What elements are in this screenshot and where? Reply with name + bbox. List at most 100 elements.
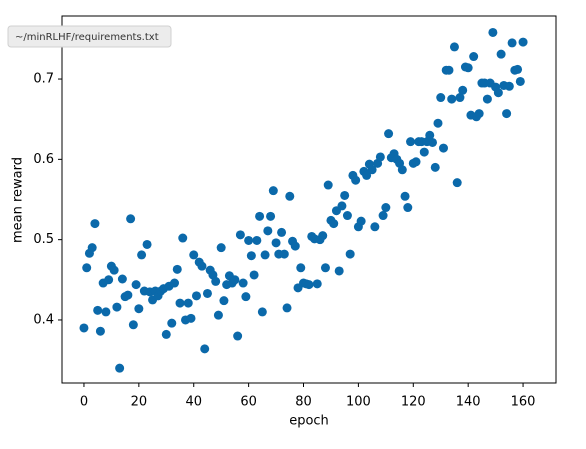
point	[400, 191, 410, 201]
point	[449, 42, 459, 52]
point	[425, 130, 435, 140]
point	[403, 203, 413, 213]
x-tick-label: 140	[456, 395, 481, 410]
point	[115, 363, 125, 373]
y-tick-label: 0.6	[33, 152, 54, 167]
tooltip-text: ~/minRLHF/requirements.txt	[15, 32, 159, 43]
point	[469, 52, 479, 62]
point	[117, 274, 127, 284]
point	[433, 118, 443, 128]
point	[79, 323, 89, 333]
point	[172, 264, 182, 274]
x-tick-label: 120	[401, 395, 426, 410]
point	[128, 320, 138, 330]
point	[257, 307, 267, 317]
point	[493, 88, 503, 98]
point	[362, 170, 372, 180]
point	[507, 38, 517, 48]
y-axis-label: mean reward	[11, 157, 26, 243]
point	[370, 222, 380, 232]
x-tick-label: 160	[511, 395, 536, 410]
plot-frame	[61, 15, 557, 384]
point	[482, 94, 492, 104]
point	[142, 239, 152, 249]
point	[279, 249, 289, 259]
point	[230, 275, 240, 285]
point	[219, 296, 229, 306]
point	[504, 81, 514, 91]
point	[345, 249, 355, 259]
point	[213, 310, 223, 320]
point	[419, 147, 429, 157]
point	[131, 280, 141, 290]
x-tick-label: 80	[295, 395, 312, 410]
point	[342, 211, 352, 221]
point	[513, 64, 523, 74]
point	[255, 211, 265, 221]
point	[378, 211, 388, 221]
point	[334, 266, 344, 276]
point	[104, 275, 114, 285]
y-tick-label: 0.7	[33, 72, 54, 87]
point	[304, 280, 314, 290]
point	[282, 303, 292, 313]
point	[502, 109, 512, 119]
point	[312, 279, 322, 289]
point	[447, 94, 457, 104]
point	[277, 227, 287, 237]
point	[241, 292, 251, 302]
point	[263, 226, 273, 236]
point	[329, 219, 339, 229]
point	[211, 276, 221, 286]
x-axis-label: epoch	[289, 414, 329, 429]
point	[266, 211, 276, 221]
point	[233, 331, 243, 341]
point	[463, 63, 473, 73]
point	[320, 263, 330, 273]
point	[170, 278, 180, 288]
y-tick-label: 0.5	[33, 232, 54, 247]
point	[290, 241, 300, 251]
point	[474, 109, 484, 119]
point	[183, 298, 193, 308]
tooltip: ~/minRLHF/requirements.txt	[7, 25, 172, 48]
x-tick-label: 100	[346, 395, 371, 410]
point	[197, 261, 207, 271]
point	[82, 263, 92, 273]
tooltip-box	[7, 25, 172, 48]
point	[235, 230, 245, 240]
point	[101, 307, 111, 317]
point	[137, 250, 147, 260]
point	[244, 235, 254, 245]
point	[340, 190, 350, 200]
x-tick-label: 40	[185, 395, 202, 410]
point	[397, 165, 407, 175]
point	[167, 318, 177, 328]
point	[246, 251, 256, 261]
point	[337, 201, 347, 211]
point	[87, 243, 97, 253]
point	[351, 175, 361, 185]
point	[296, 263, 306, 273]
point	[428, 137, 437, 147]
x-tick-label: 20	[131, 395, 148, 410]
y-tick-label: 0.4	[33, 312, 54, 327]
point	[216, 243, 226, 253]
point	[452, 178, 462, 188]
point	[260, 250, 270, 260]
point	[356, 216, 366, 226]
point	[178, 233, 188, 243]
point	[444, 65, 454, 75]
point	[367, 165, 377, 175]
point	[93, 305, 103, 315]
point	[191, 291, 201, 301]
point	[186, 313, 196, 323]
point	[455, 93, 465, 103]
point	[252, 235, 262, 245]
point	[90, 219, 100, 229]
point	[189, 250, 199, 260]
point	[175, 298, 185, 308]
point	[323, 180, 333, 190]
point	[406, 137, 416, 147]
